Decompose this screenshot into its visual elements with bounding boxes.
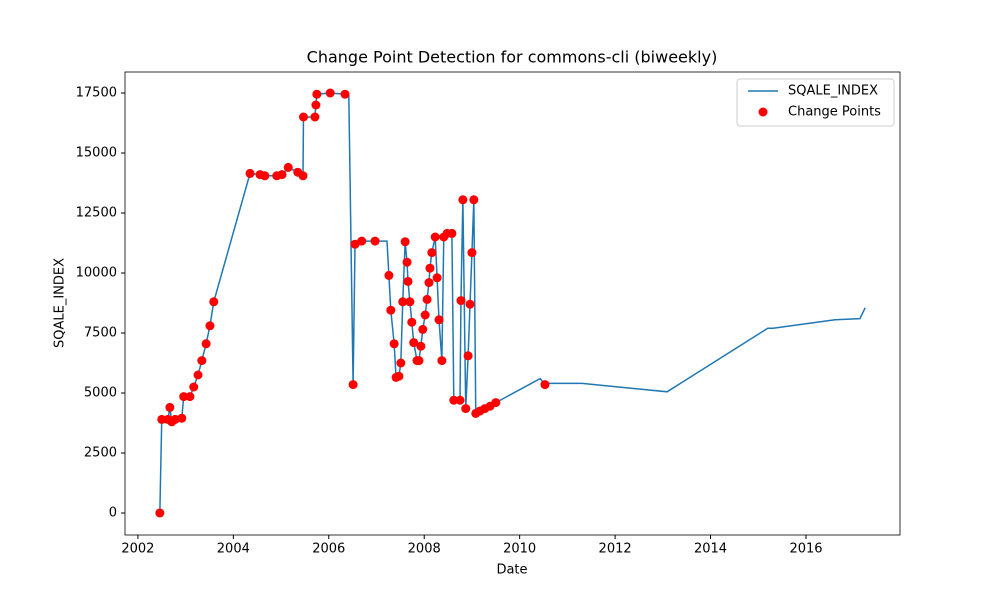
change-point — [357, 236, 367, 246]
change-point — [400, 237, 410, 247]
change-point — [157, 414, 167, 424]
chart-title: Change Point Detection for commons-cli (… — [307, 48, 718, 67]
x-tick-label: 2006 — [312, 542, 345, 557]
x-tick-label: 2002 — [121, 542, 154, 557]
change-point — [386, 305, 396, 315]
change-point — [277, 170, 287, 180]
change-point — [205, 321, 215, 331]
y-tick-label: 2500 — [84, 445, 117, 460]
x-tick-label: 2016 — [789, 542, 822, 557]
change-point — [283, 162, 293, 172]
change-point — [311, 100, 321, 110]
x-tick-label: 2008 — [408, 542, 441, 557]
change-point — [407, 317, 417, 327]
change-point — [398, 297, 408, 307]
change-point — [370, 236, 380, 246]
change-point — [179, 392, 189, 402]
y-tick-label: 7500 — [84, 325, 117, 340]
y-tick-label: 12500 — [76, 205, 117, 220]
change-point — [193, 370, 203, 380]
change-point — [447, 228, 457, 238]
legend-label: SQALE_INDEX — [788, 84, 878, 99]
change-point — [434, 315, 444, 325]
change-point — [449, 395, 459, 405]
change-point — [350, 239, 360, 249]
x-tick-label: 2004 — [217, 542, 250, 557]
change-point — [418, 324, 428, 334]
change-point — [491, 398, 501, 408]
change-point — [185, 392, 195, 402]
legend-swatch — [758, 107, 768, 117]
change-point — [384, 270, 394, 280]
legend-label: Change Points — [788, 105, 881, 120]
change-point — [155, 508, 165, 518]
change-point — [455, 395, 465, 405]
change-point — [389, 339, 399, 349]
change-point — [437, 356, 447, 366]
change-point — [467, 248, 477, 258]
y-tick-label: 5000 — [84, 385, 117, 400]
change-point — [170, 414, 180, 424]
change-point — [540, 380, 550, 390]
y-axis-label: SQALE_INDEX — [53, 258, 68, 348]
x-tick-label: 2010 — [503, 542, 536, 557]
change-point — [469, 195, 479, 205]
change-point — [432, 273, 442, 283]
change-point — [312, 89, 322, 99]
change-point — [260, 171, 270, 181]
change-point — [463, 351, 473, 361]
y-tick-label: 10000 — [76, 265, 117, 280]
change-point — [430, 232, 440, 242]
change-point — [325, 88, 335, 98]
change-point — [340, 89, 350, 99]
change-point — [405, 297, 415, 307]
x-axis-label: Date — [496, 563, 527, 578]
change-point — [456, 296, 466, 306]
change-point — [209, 297, 219, 307]
data-line — [159, 92, 866, 514]
plot-frame — [124, 71, 901, 536]
change-point — [245, 168, 255, 178]
change-point — [310, 112, 320, 122]
change-point — [189, 382, 199, 392]
change-point — [403, 276, 413, 286]
y-tick-label: 15000 — [76, 145, 117, 160]
y-tick-label: 0 — [109, 505, 117, 520]
change-point — [424, 278, 434, 288]
change-point — [458, 195, 468, 205]
change-point — [465, 299, 475, 309]
change-point — [348, 380, 358, 390]
change-point — [396, 358, 406, 368]
change-point — [298, 171, 308, 181]
change-point — [409, 338, 419, 348]
change-point — [177, 413, 187, 423]
y-tick-label: 17500 — [76, 85, 117, 100]
change-point — [201, 339, 211, 349]
change-point — [402, 257, 412, 267]
x-tick-label: 2012 — [599, 542, 632, 557]
change-point — [416, 341, 426, 351]
change-point — [427, 248, 437, 258]
change-point — [165, 402, 175, 412]
change-point — [197, 356, 207, 366]
change-point — [394, 371, 404, 381]
change-point — [422, 294, 432, 304]
x-tick-label: 2014 — [694, 542, 727, 557]
change-point — [298, 112, 308, 122]
change-point — [461, 404, 471, 414]
change-point — [420, 310, 430, 320]
change-point — [414, 356, 424, 366]
change-point — [425, 263, 435, 273]
